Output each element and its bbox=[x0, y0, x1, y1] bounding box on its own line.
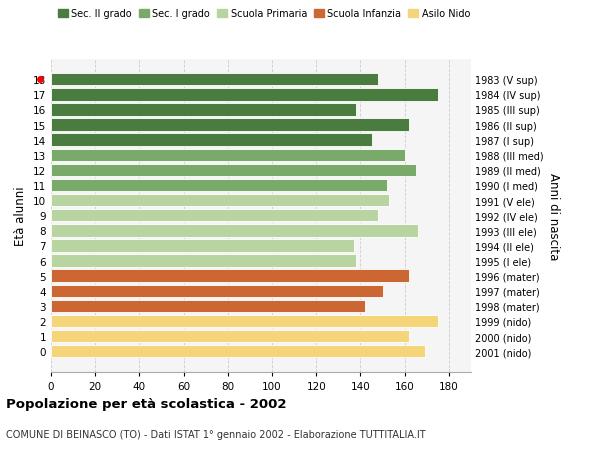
Bar bbox=[51, 149, 404, 162]
Bar bbox=[51, 300, 365, 313]
Bar bbox=[51, 285, 383, 297]
Bar bbox=[51, 224, 418, 237]
Bar bbox=[51, 270, 409, 282]
Text: Popolazione per età scolastica - 2002: Popolazione per età scolastica - 2002 bbox=[6, 397, 287, 410]
Bar bbox=[51, 119, 409, 131]
Bar bbox=[51, 164, 416, 177]
Y-axis label: Anni di nascita: Anni di nascita bbox=[547, 172, 560, 259]
Bar bbox=[51, 74, 378, 86]
Bar bbox=[51, 210, 378, 222]
Bar bbox=[51, 104, 356, 117]
Bar bbox=[51, 330, 409, 342]
Bar bbox=[51, 179, 387, 192]
Bar bbox=[51, 195, 389, 207]
Bar bbox=[51, 315, 438, 327]
Bar bbox=[51, 255, 356, 267]
Bar bbox=[51, 134, 371, 146]
Y-axis label: Età alunni: Età alunni bbox=[14, 186, 28, 246]
Bar bbox=[51, 345, 425, 358]
Legend: Sec. II grado, Sec. I grado, Scuola Primaria, Scuola Infanzia, Asilo Nido: Sec. II grado, Sec. I grado, Scuola Prim… bbox=[56, 7, 472, 21]
Text: COMUNE DI BEINASCO (TO) - Dati ISTAT 1° gennaio 2002 - Elaborazione TUTTITALIA.I: COMUNE DI BEINASCO (TO) - Dati ISTAT 1° … bbox=[6, 429, 425, 439]
Bar bbox=[51, 89, 438, 101]
Bar bbox=[51, 240, 354, 252]
